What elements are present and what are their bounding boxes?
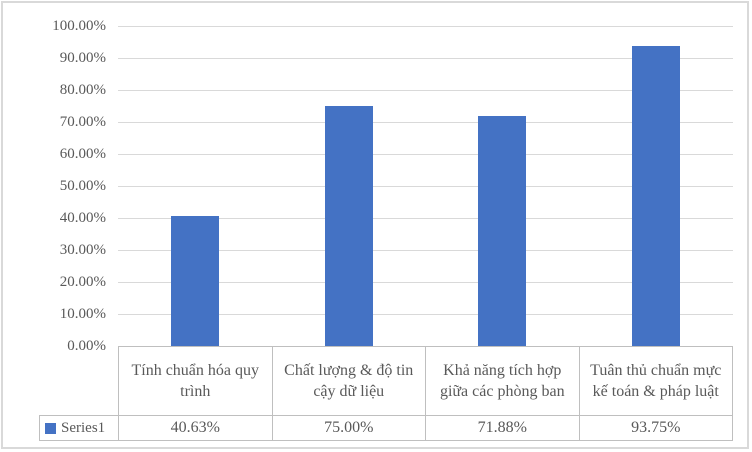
y-axis-tick-label: 30.00% [59, 242, 106, 258]
y-axis-tick-label: 50.00% [59, 178, 106, 194]
plot-area [118, 26, 733, 346]
category-label: Khả năng tích hợp giữa các phòng ban [426, 347, 580, 415]
gridline [118, 218, 733, 219]
y-axis-tick-label: 90.00% [59, 50, 106, 66]
category-label: Tuân thủ chuẩn mực kế toán & pháp luật [580, 347, 733, 415]
gridline [118, 314, 733, 315]
gridline [118, 186, 733, 187]
y-axis: 100.00% 90.00% 80.00% 70.00% 60.00% 50.0… [3, 18, 106, 354]
category-label: Chất lượng & độ tin cậy dữ liệu [273, 347, 426, 415]
bar-chat-luong-do-tin-cay-du-lieu [325, 106, 373, 346]
bar-tuan-thu-chuan-muc [632, 46, 680, 346]
y-axis-tick-label: 70.00% [59, 114, 106, 130]
data-table-header-row: Tính chuẩn hóa quy trình Chất lượng & độ… [118, 346, 733, 415]
y-axis-tick-label: 20.00% [59, 274, 106, 290]
data-table-value-row: Series1 40.63% 75.00% 71.88% 93.75% [39, 415, 733, 441]
gridline [118, 282, 733, 283]
gridline [118, 250, 733, 251]
gridline [118, 90, 733, 91]
series-value: 75.00% [273, 416, 426, 440]
gridline [118, 122, 733, 123]
gridline [118, 58, 733, 59]
series1-legend-swatch-icon [45, 422, 56, 434]
y-axis-tick-label: 0.00% [67, 338, 106, 354]
category-label: Tính chuẩn hóa quy trình [119, 347, 273, 415]
series-value: 71.88% [426, 416, 580, 440]
gridline [118, 154, 733, 155]
bar-tinh-chuan-hoa-quy-trinh [171, 216, 219, 346]
y-axis-tick-label: 10.00% [59, 306, 106, 322]
y-axis-tick-label: 80.00% [59, 82, 106, 98]
y-axis-tick-label: 40.00% [59, 210, 106, 226]
y-axis-tick-label: 100.00% [52, 18, 106, 34]
legend-cell: Series1 [40, 416, 119, 440]
series-value: 93.75% [580, 416, 733, 440]
bar-kha-nang-tich-hop [478, 116, 526, 346]
y-axis-tick-label: 60.00% [59, 146, 106, 162]
gridline [118, 26, 733, 27]
series-name: Series1 [61, 419, 106, 436]
series-value: 40.63% [119, 416, 273, 440]
